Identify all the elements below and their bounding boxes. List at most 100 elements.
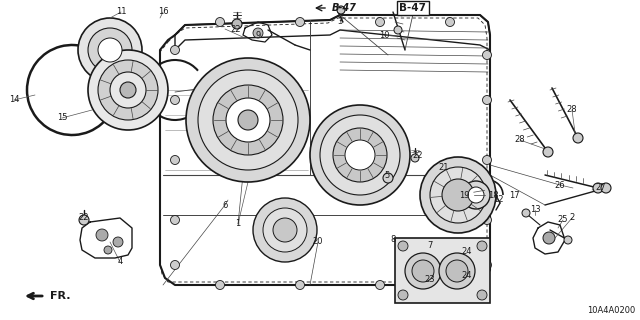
Circle shape bbox=[564, 236, 572, 244]
Circle shape bbox=[113, 237, 123, 247]
Circle shape bbox=[98, 60, 158, 120]
Text: 24: 24 bbox=[461, 247, 472, 257]
Circle shape bbox=[442, 179, 474, 211]
Circle shape bbox=[232, 19, 242, 29]
Circle shape bbox=[483, 95, 492, 105]
Text: 12: 12 bbox=[493, 195, 503, 204]
Circle shape bbox=[79, 215, 89, 225]
Circle shape bbox=[483, 156, 492, 164]
Text: 16: 16 bbox=[157, 7, 168, 17]
Text: 22: 22 bbox=[413, 150, 423, 159]
Circle shape bbox=[213, 85, 283, 155]
Circle shape bbox=[446, 260, 468, 282]
Circle shape bbox=[216, 281, 225, 290]
Circle shape bbox=[226, 98, 270, 142]
Circle shape bbox=[170, 95, 179, 105]
Circle shape bbox=[477, 241, 487, 251]
Circle shape bbox=[376, 281, 385, 290]
Circle shape bbox=[430, 167, 486, 223]
Circle shape bbox=[238, 110, 258, 130]
Circle shape bbox=[383, 173, 393, 183]
Circle shape bbox=[273, 218, 297, 242]
Text: 28: 28 bbox=[515, 135, 525, 145]
Text: 1: 1 bbox=[236, 220, 241, 228]
Circle shape bbox=[445, 281, 454, 290]
Circle shape bbox=[394, 26, 402, 34]
Circle shape bbox=[522, 209, 530, 217]
Circle shape bbox=[110, 72, 146, 108]
Circle shape bbox=[88, 50, 168, 130]
Circle shape bbox=[411, 154, 419, 162]
Text: 10A4A0200: 10A4A0200 bbox=[587, 306, 635, 315]
Circle shape bbox=[483, 260, 492, 269]
Circle shape bbox=[412, 260, 434, 282]
Text: 14: 14 bbox=[9, 95, 19, 105]
Circle shape bbox=[345, 140, 375, 170]
Circle shape bbox=[78, 18, 142, 82]
Circle shape bbox=[320, 115, 400, 195]
Circle shape bbox=[462, 181, 490, 209]
Circle shape bbox=[398, 290, 408, 300]
Circle shape bbox=[376, 18, 385, 27]
Text: 6: 6 bbox=[222, 201, 228, 210]
Text: 17: 17 bbox=[509, 191, 519, 201]
Circle shape bbox=[96, 229, 108, 241]
Text: 23: 23 bbox=[425, 276, 435, 284]
Circle shape bbox=[483, 51, 492, 60]
Text: 24: 24 bbox=[461, 270, 472, 279]
Text: B-47: B-47 bbox=[399, 3, 426, 13]
Circle shape bbox=[253, 28, 263, 38]
Text: 4: 4 bbox=[117, 258, 123, 267]
Circle shape bbox=[216, 18, 225, 27]
Text: 26: 26 bbox=[555, 180, 565, 189]
Text: 15: 15 bbox=[57, 114, 67, 123]
Text: 20: 20 bbox=[313, 237, 323, 246]
Circle shape bbox=[104, 246, 112, 254]
Circle shape bbox=[170, 215, 179, 225]
Circle shape bbox=[593, 183, 603, 193]
Text: 11: 11 bbox=[116, 7, 126, 17]
Circle shape bbox=[337, 6, 345, 14]
Text: 13: 13 bbox=[530, 205, 540, 214]
Circle shape bbox=[263, 208, 307, 252]
Circle shape bbox=[296, 18, 305, 27]
Circle shape bbox=[483, 215, 492, 225]
Circle shape bbox=[601, 183, 611, 193]
Text: 7: 7 bbox=[428, 242, 433, 251]
Circle shape bbox=[170, 260, 179, 269]
Circle shape bbox=[170, 156, 179, 164]
Text: 8: 8 bbox=[390, 235, 396, 244]
Text: 2: 2 bbox=[570, 213, 575, 222]
Circle shape bbox=[468, 187, 484, 203]
Text: 9: 9 bbox=[255, 30, 260, 39]
Circle shape bbox=[88, 28, 132, 72]
Text: 22: 22 bbox=[231, 25, 241, 34]
Circle shape bbox=[198, 70, 298, 170]
Text: 22: 22 bbox=[79, 213, 89, 222]
Text: 19: 19 bbox=[459, 191, 469, 201]
Bar bbox=[395, 238, 490, 303]
Text: 10: 10 bbox=[379, 30, 389, 39]
Circle shape bbox=[310, 105, 410, 205]
Circle shape bbox=[477, 290, 487, 300]
Circle shape bbox=[120, 82, 136, 98]
Text: 28: 28 bbox=[566, 106, 577, 115]
Circle shape bbox=[439, 253, 475, 289]
Circle shape bbox=[445, 18, 454, 27]
Text: FR.: FR. bbox=[50, 291, 70, 301]
Circle shape bbox=[253, 198, 317, 262]
Text: B-47: B-47 bbox=[332, 3, 357, 13]
Circle shape bbox=[170, 45, 179, 54]
Text: 5: 5 bbox=[385, 171, 390, 180]
Circle shape bbox=[543, 232, 555, 244]
Circle shape bbox=[398, 241, 408, 251]
Circle shape bbox=[186, 58, 310, 182]
Circle shape bbox=[296, 281, 305, 290]
Text: 27: 27 bbox=[596, 183, 606, 193]
Circle shape bbox=[333, 128, 387, 182]
Circle shape bbox=[573, 133, 583, 143]
Circle shape bbox=[405, 253, 441, 289]
Circle shape bbox=[98, 38, 122, 62]
Text: 3: 3 bbox=[337, 18, 342, 27]
Circle shape bbox=[543, 147, 553, 157]
